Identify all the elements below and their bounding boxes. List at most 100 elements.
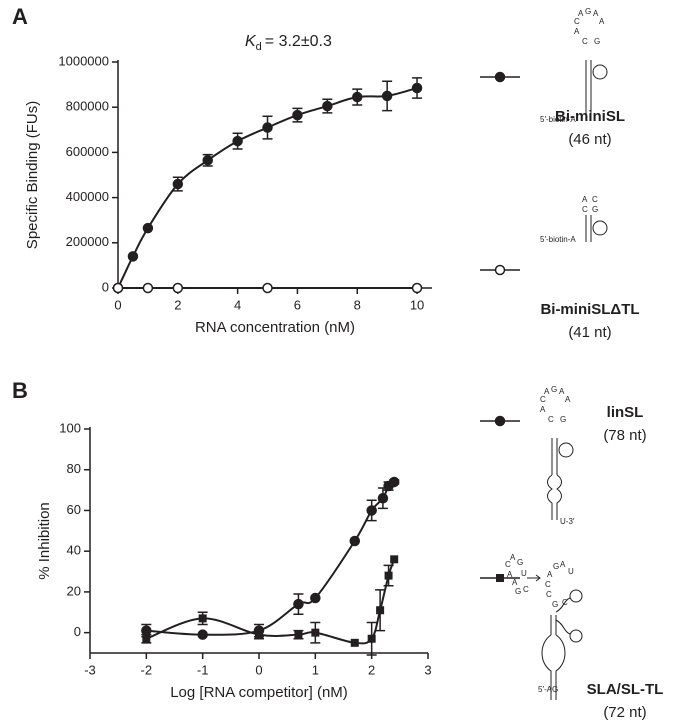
- nt: A: [510, 553, 516, 562]
- legend-size: (72 nt): [603, 704, 646, 721]
- y-tick-label: 80: [67, 461, 81, 476]
- panel-label: A: [12, 4, 28, 29]
- y-tick-label: 1000000: [58, 53, 109, 68]
- nt: A: [540, 405, 546, 414]
- panel-label: B: [12, 378, 28, 403]
- x-tick-label: 1: [312, 662, 319, 677]
- point: [172, 282, 184, 294]
- point: [349, 535, 361, 547]
- x-axis-label: Log [RNA competitor] (nM): [170, 684, 348, 701]
- nt: C: [546, 590, 552, 599]
- y-tick-label: 0: [74, 624, 81, 639]
- point: [377, 492, 389, 504]
- point: [351, 91, 363, 103]
- nt: C: [592, 195, 598, 204]
- nt: C: [540, 395, 546, 404]
- nt: G: [552, 600, 558, 609]
- nt: 5′-biotin-A: [540, 115, 576, 124]
- point: [322, 100, 333, 112]
- nt: C: [523, 585, 529, 594]
- legend-size: (78 nt): [603, 427, 646, 444]
- legend-marker: [494, 264, 506, 276]
- nt: A: [559, 387, 565, 396]
- point: [112, 282, 124, 294]
- y-tick-label: 400000: [66, 189, 109, 204]
- legend-marker: [494, 415, 506, 427]
- point: [262, 282, 273, 294]
- x-tick-label: -1: [197, 662, 209, 677]
- y-axis-label: Specific Binding (FUs): [24, 101, 41, 249]
- nt: C: [505, 560, 511, 569]
- nt: A: [599, 17, 605, 26]
- nt: C: [574, 17, 580, 26]
- nt: G: [592, 205, 598, 214]
- series-line: [146, 481, 395, 636]
- y-tick-label: 100: [59, 420, 81, 435]
- structure: A C C G 5′-biotin-A: [540, 195, 608, 244]
- nt: U: [568, 567, 574, 576]
- point: [311, 628, 320, 637]
- legend-label: SLA/SL-TL: [587, 681, 664, 698]
- nt: A: [560, 560, 566, 569]
- y-tick-label: 40: [67, 543, 81, 558]
- x-axis-label: RNA concentration (nM): [195, 319, 355, 336]
- x-tick-label: 2: [368, 662, 375, 677]
- nt: C: [562, 598, 568, 607]
- point: [388, 476, 400, 488]
- point: [384, 571, 393, 580]
- point: [366, 505, 377, 516]
- y-tick-label: 200000: [66, 234, 109, 249]
- point: [350, 638, 359, 647]
- x-tick-label: 4: [234, 297, 241, 312]
- nt: G: [551, 385, 557, 394]
- nt: U: [521, 569, 527, 578]
- x-tick-label: 0: [114, 297, 121, 312]
- x-tick-label: 10: [410, 297, 424, 312]
- point: [411, 282, 423, 294]
- annotation: Kd = 3.2±0.3: [245, 33, 332, 53]
- x-tick-label: -2: [141, 662, 153, 677]
- point: [367, 634, 376, 643]
- y-tick-label: 600000: [66, 144, 109, 159]
- nt: C: [545, 580, 551, 589]
- nt: 5′-AG: [538, 685, 558, 694]
- nt: G: [594, 37, 600, 46]
- point: [142, 282, 154, 294]
- point: [294, 630, 303, 639]
- legend-label: linSL: [607, 404, 644, 421]
- legend-label: Bi-miniSL: [555, 108, 625, 125]
- point: [127, 251, 139, 262]
- nt: A: [574, 27, 580, 36]
- point: [376, 606, 385, 615]
- x-tick-label: 8: [354, 297, 361, 312]
- nt: C: [582, 37, 588, 46]
- point: [172, 178, 184, 190]
- nt: C: [548, 415, 554, 424]
- nt: A: [512, 578, 518, 587]
- nt: G: [560, 415, 566, 424]
- point: [390, 555, 399, 564]
- structure: G A A C A A C G U-3′: [540, 385, 575, 526]
- nt: A: [544, 387, 550, 396]
- x-tick-label: -3: [84, 662, 96, 677]
- point: [198, 614, 207, 623]
- point: [202, 155, 213, 166]
- nt: A: [565, 395, 571, 404]
- nt: G: [553, 562, 559, 571]
- nt: A: [593, 9, 599, 18]
- point: [142, 634, 151, 643]
- y-tick-label: 60: [67, 502, 81, 517]
- nt: A: [547, 570, 553, 579]
- legend-label: Bi-miniSLΔTL: [540, 301, 639, 318]
- nt: U-3′: [560, 517, 575, 526]
- point: [141, 625, 152, 636]
- point: [197, 629, 208, 640]
- nt: A: [582, 195, 588, 204]
- point: [310, 592, 321, 604]
- series-line: [145, 558, 396, 645]
- structure: G A A C A A C G 5′-biotin-A: [540, 7, 608, 124]
- x-tick-label: 2: [174, 297, 181, 312]
- legend-marker: [494, 71, 506, 83]
- point: [293, 598, 304, 610]
